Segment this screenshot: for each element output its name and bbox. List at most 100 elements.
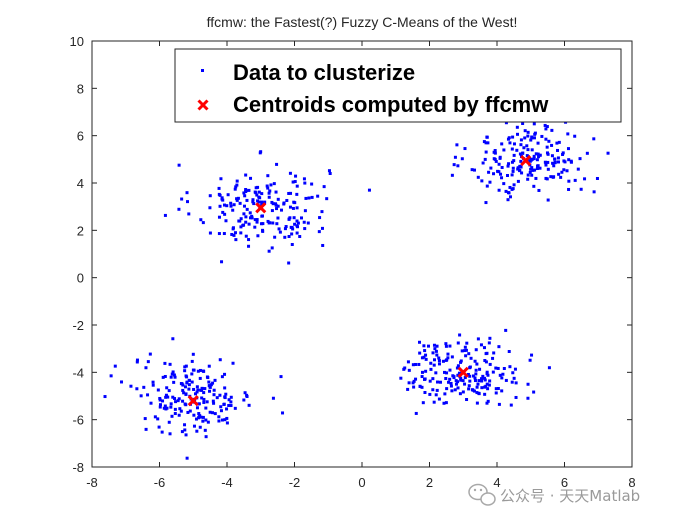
data-point xyxy=(176,399,180,403)
data-point xyxy=(173,407,177,411)
data-point xyxy=(171,370,175,374)
data-point xyxy=(483,392,487,396)
data-point xyxy=(492,351,496,355)
data-point xyxy=(557,140,561,144)
data-point xyxy=(234,185,238,189)
data-point xyxy=(113,364,117,368)
data-point xyxy=(483,157,487,161)
data-point xyxy=(276,216,280,220)
data-point xyxy=(488,180,492,184)
data-point xyxy=(551,161,555,165)
data-point xyxy=(500,176,504,180)
data-point xyxy=(544,176,548,180)
data-point xyxy=(195,390,199,394)
data-point xyxy=(519,138,523,142)
data-point xyxy=(432,343,436,347)
data-point xyxy=(184,403,188,407)
data-point xyxy=(194,392,198,396)
data-point xyxy=(478,367,482,371)
data-point xyxy=(135,358,139,362)
data-point xyxy=(585,151,589,155)
data-point xyxy=(181,383,185,387)
data-point xyxy=(296,225,300,229)
data-point xyxy=(547,139,551,143)
data-point xyxy=(265,184,269,188)
data-point xyxy=(157,425,161,429)
data-point xyxy=(320,210,324,214)
data-point xyxy=(295,206,299,210)
data-point xyxy=(227,403,231,407)
data-point xyxy=(501,372,505,376)
data-point xyxy=(288,205,292,209)
data-point xyxy=(530,157,534,161)
data-point xyxy=(201,419,205,423)
data-point xyxy=(267,249,271,253)
data-point xyxy=(444,377,448,381)
data-point xyxy=(450,173,454,177)
data-point xyxy=(306,221,310,225)
data-point xyxy=(274,190,278,194)
data-point xyxy=(229,395,233,399)
data-point xyxy=(199,415,203,419)
data-point xyxy=(414,377,418,381)
data-point xyxy=(235,179,239,183)
data-point xyxy=(445,387,449,391)
data-point xyxy=(511,371,515,375)
data-point xyxy=(532,122,536,126)
data-point xyxy=(428,392,432,396)
data-point xyxy=(406,360,410,364)
data-point xyxy=(532,184,536,188)
data-point xyxy=(481,161,485,165)
data-point xyxy=(479,377,483,381)
data-point xyxy=(172,380,176,384)
data-point xyxy=(447,380,451,384)
data-point xyxy=(291,227,295,231)
data-point xyxy=(260,214,264,218)
data-point xyxy=(452,375,456,379)
data-point xyxy=(213,412,217,416)
data-point xyxy=(544,127,548,131)
data-point xyxy=(183,369,187,373)
data-point xyxy=(203,387,207,391)
data-point xyxy=(293,180,297,184)
data-point xyxy=(170,372,174,376)
data-point xyxy=(283,227,287,231)
data-point xyxy=(295,192,299,196)
data-point xyxy=(212,388,216,392)
data-point xyxy=(304,196,308,200)
data-point xyxy=(278,230,282,234)
data-point xyxy=(463,349,467,353)
data-point xyxy=(487,383,491,387)
data-point xyxy=(476,175,480,179)
data-point xyxy=(546,198,550,202)
data-point xyxy=(242,191,246,195)
data-point xyxy=(422,344,426,348)
data-point xyxy=(255,193,259,197)
data-point xyxy=(521,122,525,126)
data-point xyxy=(511,135,515,139)
data-point xyxy=(192,368,196,372)
legend-marker-centroid xyxy=(197,99,209,111)
data-point xyxy=(486,387,490,391)
x-tick-label: -6 xyxy=(154,475,166,490)
data-point xyxy=(474,348,478,352)
data-point xyxy=(211,381,215,385)
data-point xyxy=(257,195,261,199)
data-point xyxy=(437,362,441,366)
data-point xyxy=(463,376,467,380)
data-point xyxy=(177,163,181,167)
data-point xyxy=(511,187,515,191)
data-point xyxy=(203,428,207,432)
data-point xyxy=(233,187,237,191)
data-point xyxy=(217,419,221,423)
data-point xyxy=(466,372,470,376)
data-point xyxy=(505,174,509,178)
data-point xyxy=(247,222,251,226)
data-point xyxy=(230,232,234,236)
data-point xyxy=(281,411,285,415)
data-point xyxy=(510,147,514,151)
data-point xyxy=(418,351,422,355)
data-point xyxy=(316,194,320,198)
data-point xyxy=(482,376,486,380)
data-point xyxy=(550,128,554,132)
